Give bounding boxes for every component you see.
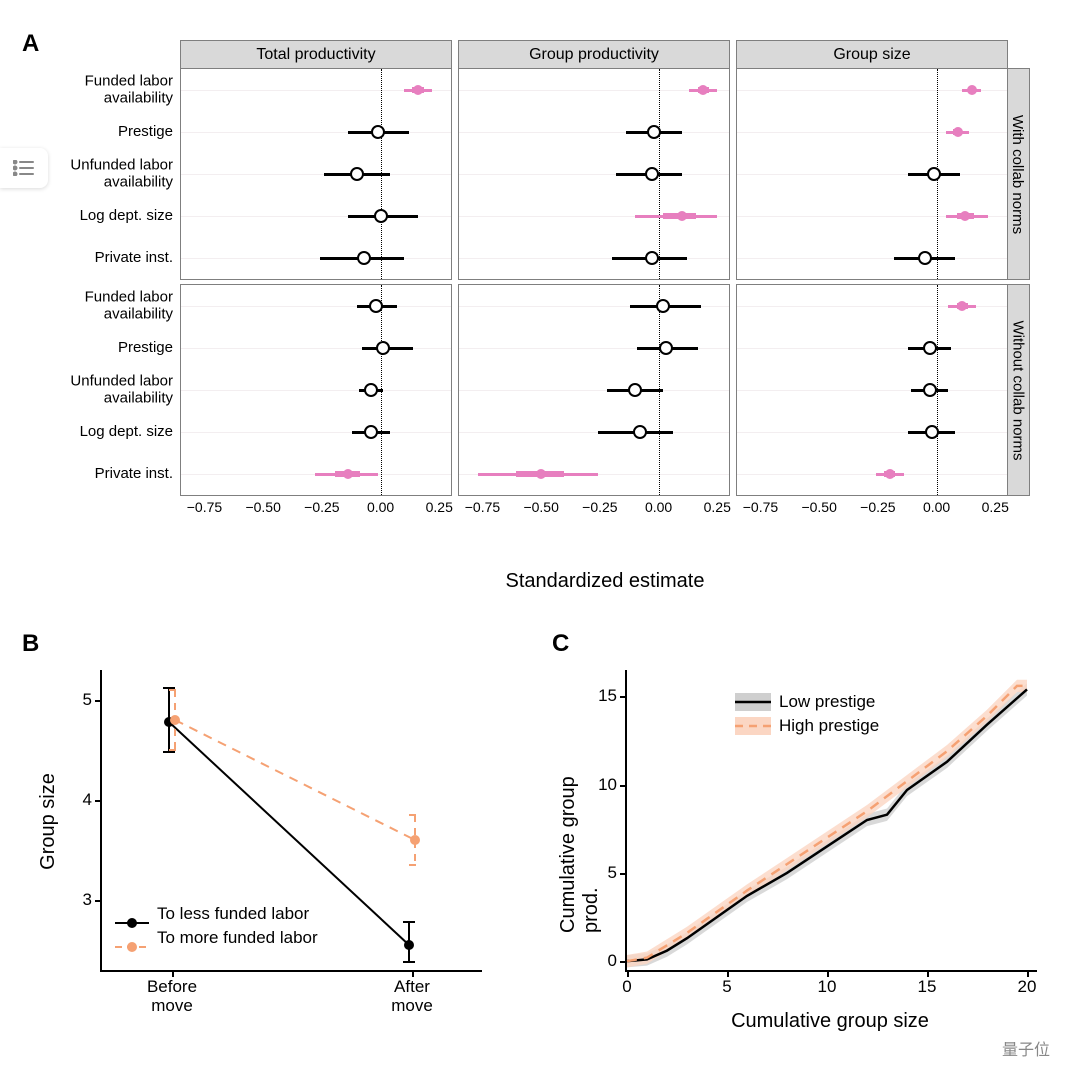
- panel-c-label: C: [552, 630, 569, 658]
- x-tick-label: −0.75: [743, 499, 778, 515]
- panel-c-y-title: Cumulative group prod.: [557, 733, 603, 933]
- y-category-label: Prestige: [3, 340, 173, 357]
- facet-cell: −0.75−0.50−0.250.000.25: [736, 284, 1008, 496]
- panel-c: C Cumulative group prod. 05101505101520 …: [550, 640, 1060, 1040]
- y-category-label: Funded laboravailability: [3, 74, 173, 107]
- x-tick-label: 0.25: [426, 499, 453, 515]
- panel-b-y-title: Group size: [37, 773, 60, 870]
- panel-a: A Total productivityGroup productivityGr…: [0, 10, 1060, 570]
- figure-root: A Total productivityGroup productivityGr…: [0, 0, 1080, 1080]
- col-strip: Total productivity: [180, 40, 452, 70]
- legend-item: To less funded labor: [115, 904, 318, 924]
- x-tick-label: 0.25: [704, 499, 731, 515]
- x-tick-label: −0.75: [465, 499, 500, 515]
- panel-b-legend: To less funded labor To more funded labor: [115, 900, 318, 952]
- x-tick-label: −0.50: [801, 499, 836, 515]
- x-tick-label: 0.00: [645, 499, 672, 515]
- panel-c-x-title: Cumulative group size: [625, 1010, 1035, 1033]
- panel-a-x-title: Standardized estimate: [180, 570, 1030, 626]
- x-tick-label: −0.75: [187, 499, 222, 515]
- watermark-text: 量子位: [1002, 1036, 1050, 1060]
- y-category-label: Log dept. size: [3, 424, 173, 441]
- y-category-label: Private inst.: [3, 250, 173, 267]
- facet-cell: Funded laboravailabilityPrestigeUnfunded…: [180, 68, 452, 280]
- x-tick-label: −0.50: [523, 499, 558, 515]
- legend-item: Low prestige: [735, 692, 879, 712]
- col-strip: Group productivity: [458, 40, 730, 70]
- panel-a-label: A: [22, 30, 39, 58]
- row-strip: Without collab norms: [1006, 284, 1030, 496]
- y-category-label: Prestige: [3, 124, 173, 141]
- x-tick-label: −0.25: [582, 499, 617, 515]
- panel-c-legend: Low prestige High prestige: [735, 688, 879, 740]
- y-category-label: Unfunded laboravailability: [3, 374, 173, 407]
- y-category-label: Log dept. size: [3, 208, 173, 225]
- x-tick-label: 0.25: [982, 499, 1009, 515]
- row-strip: With collab norms: [1006, 68, 1030, 280]
- legend-item: High prestige: [735, 716, 879, 736]
- x-tick-label: −0.50: [245, 499, 280, 515]
- panel-a-facet-grid: Total productivityGroup productivityGrou…: [180, 40, 1030, 530]
- y-category-label: Unfunded laboravailability: [3, 158, 173, 191]
- y-category-label: Private inst.: [3, 466, 173, 483]
- facet-cell: −0.75−0.50−0.250.000.25: [458, 284, 730, 496]
- panel-b-label: B: [22, 630, 39, 658]
- facet-cell: [736, 68, 1008, 280]
- panel-b: B Group size 345BeforemoveAftermove To l…: [20, 640, 510, 1040]
- x-tick-label: 0.00: [367, 499, 394, 515]
- legend-item: To more funded labor: [115, 928, 318, 948]
- col-strip: Group size: [736, 40, 1008, 70]
- x-tick-label: 0.00: [923, 499, 950, 515]
- x-tick-label: −0.25: [304, 499, 339, 515]
- y-category-label: Funded laboravailability: [3, 290, 173, 323]
- facet-cell: [458, 68, 730, 280]
- facet-cell: Funded laboravailabilityPrestigeUnfunded…: [180, 284, 452, 496]
- x-tick-label: −0.25: [860, 499, 895, 515]
